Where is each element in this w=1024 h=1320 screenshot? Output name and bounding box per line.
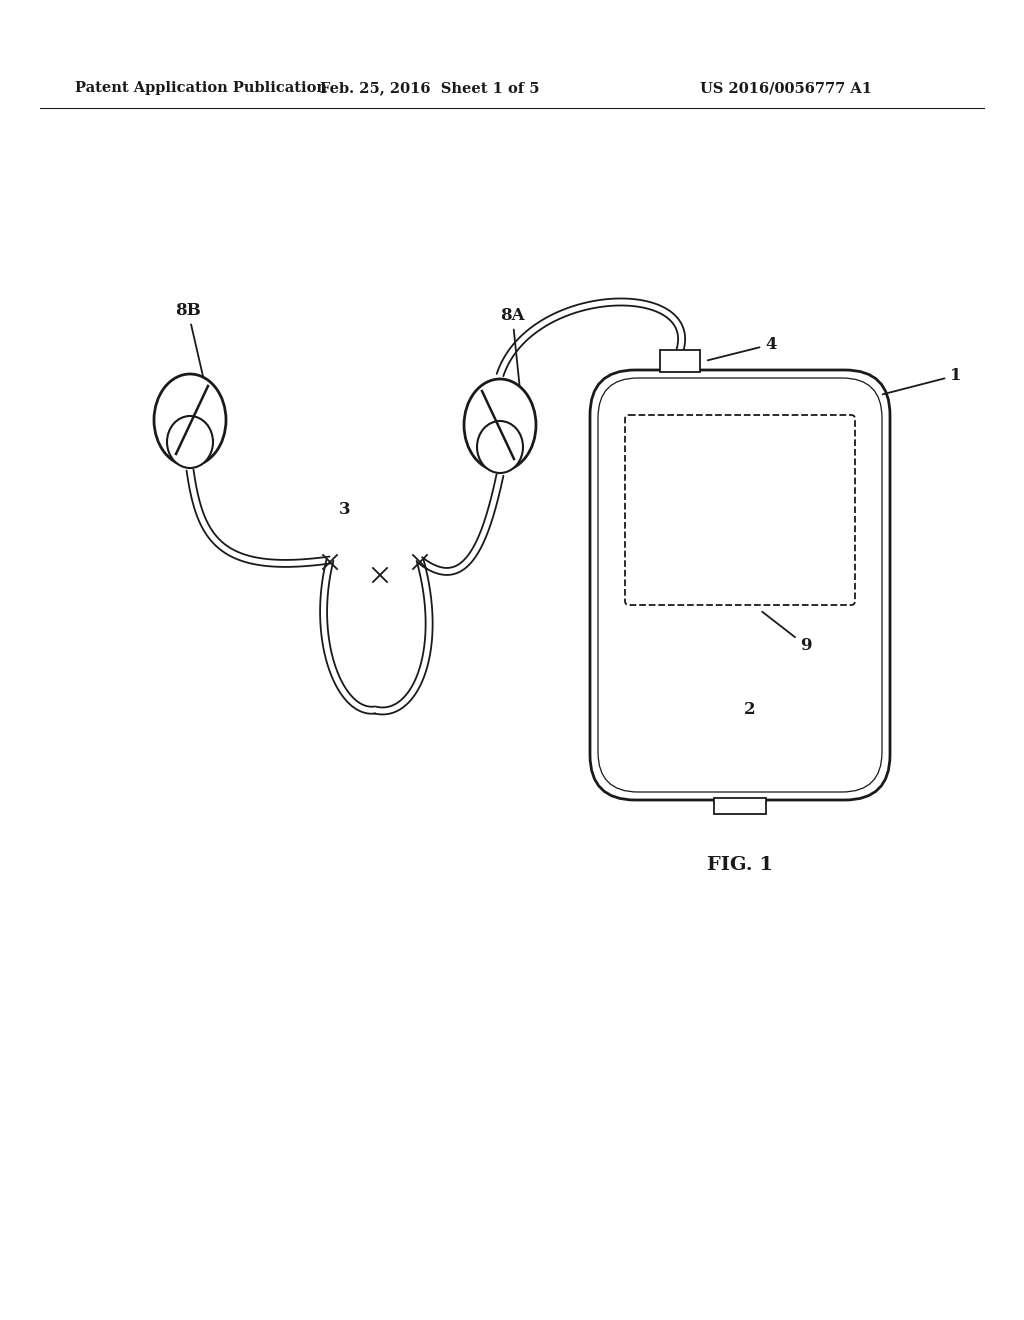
Text: 8A: 8A	[500, 308, 524, 387]
Text: 8B: 8B	[175, 302, 205, 383]
Text: 9: 9	[762, 611, 811, 653]
FancyBboxPatch shape	[598, 378, 882, 792]
Bar	[660, 350, 700, 372]
Text: US 2016/0056777 A1: US 2016/0056777 A1	[700, 81, 872, 95]
Text: FIG. 1: FIG. 1	[707, 855, 773, 874]
Text: Feb. 25, 2016  Sheet 1 of 5: Feb. 25, 2016 Sheet 1 of 5	[321, 81, 540, 95]
FancyBboxPatch shape	[590, 370, 890, 800]
Ellipse shape	[154, 374, 226, 466]
Ellipse shape	[464, 379, 536, 471]
Ellipse shape	[477, 421, 523, 473]
Bar	[714, 799, 766, 814]
Text: 3: 3	[339, 502, 351, 519]
Text: Patent Application Publication: Patent Application Publication	[75, 81, 327, 95]
Text: 1: 1	[883, 367, 962, 395]
FancyBboxPatch shape	[625, 414, 855, 605]
Ellipse shape	[167, 416, 213, 469]
Text: 2: 2	[744, 701, 756, 718]
Text: 4: 4	[708, 337, 776, 360]
